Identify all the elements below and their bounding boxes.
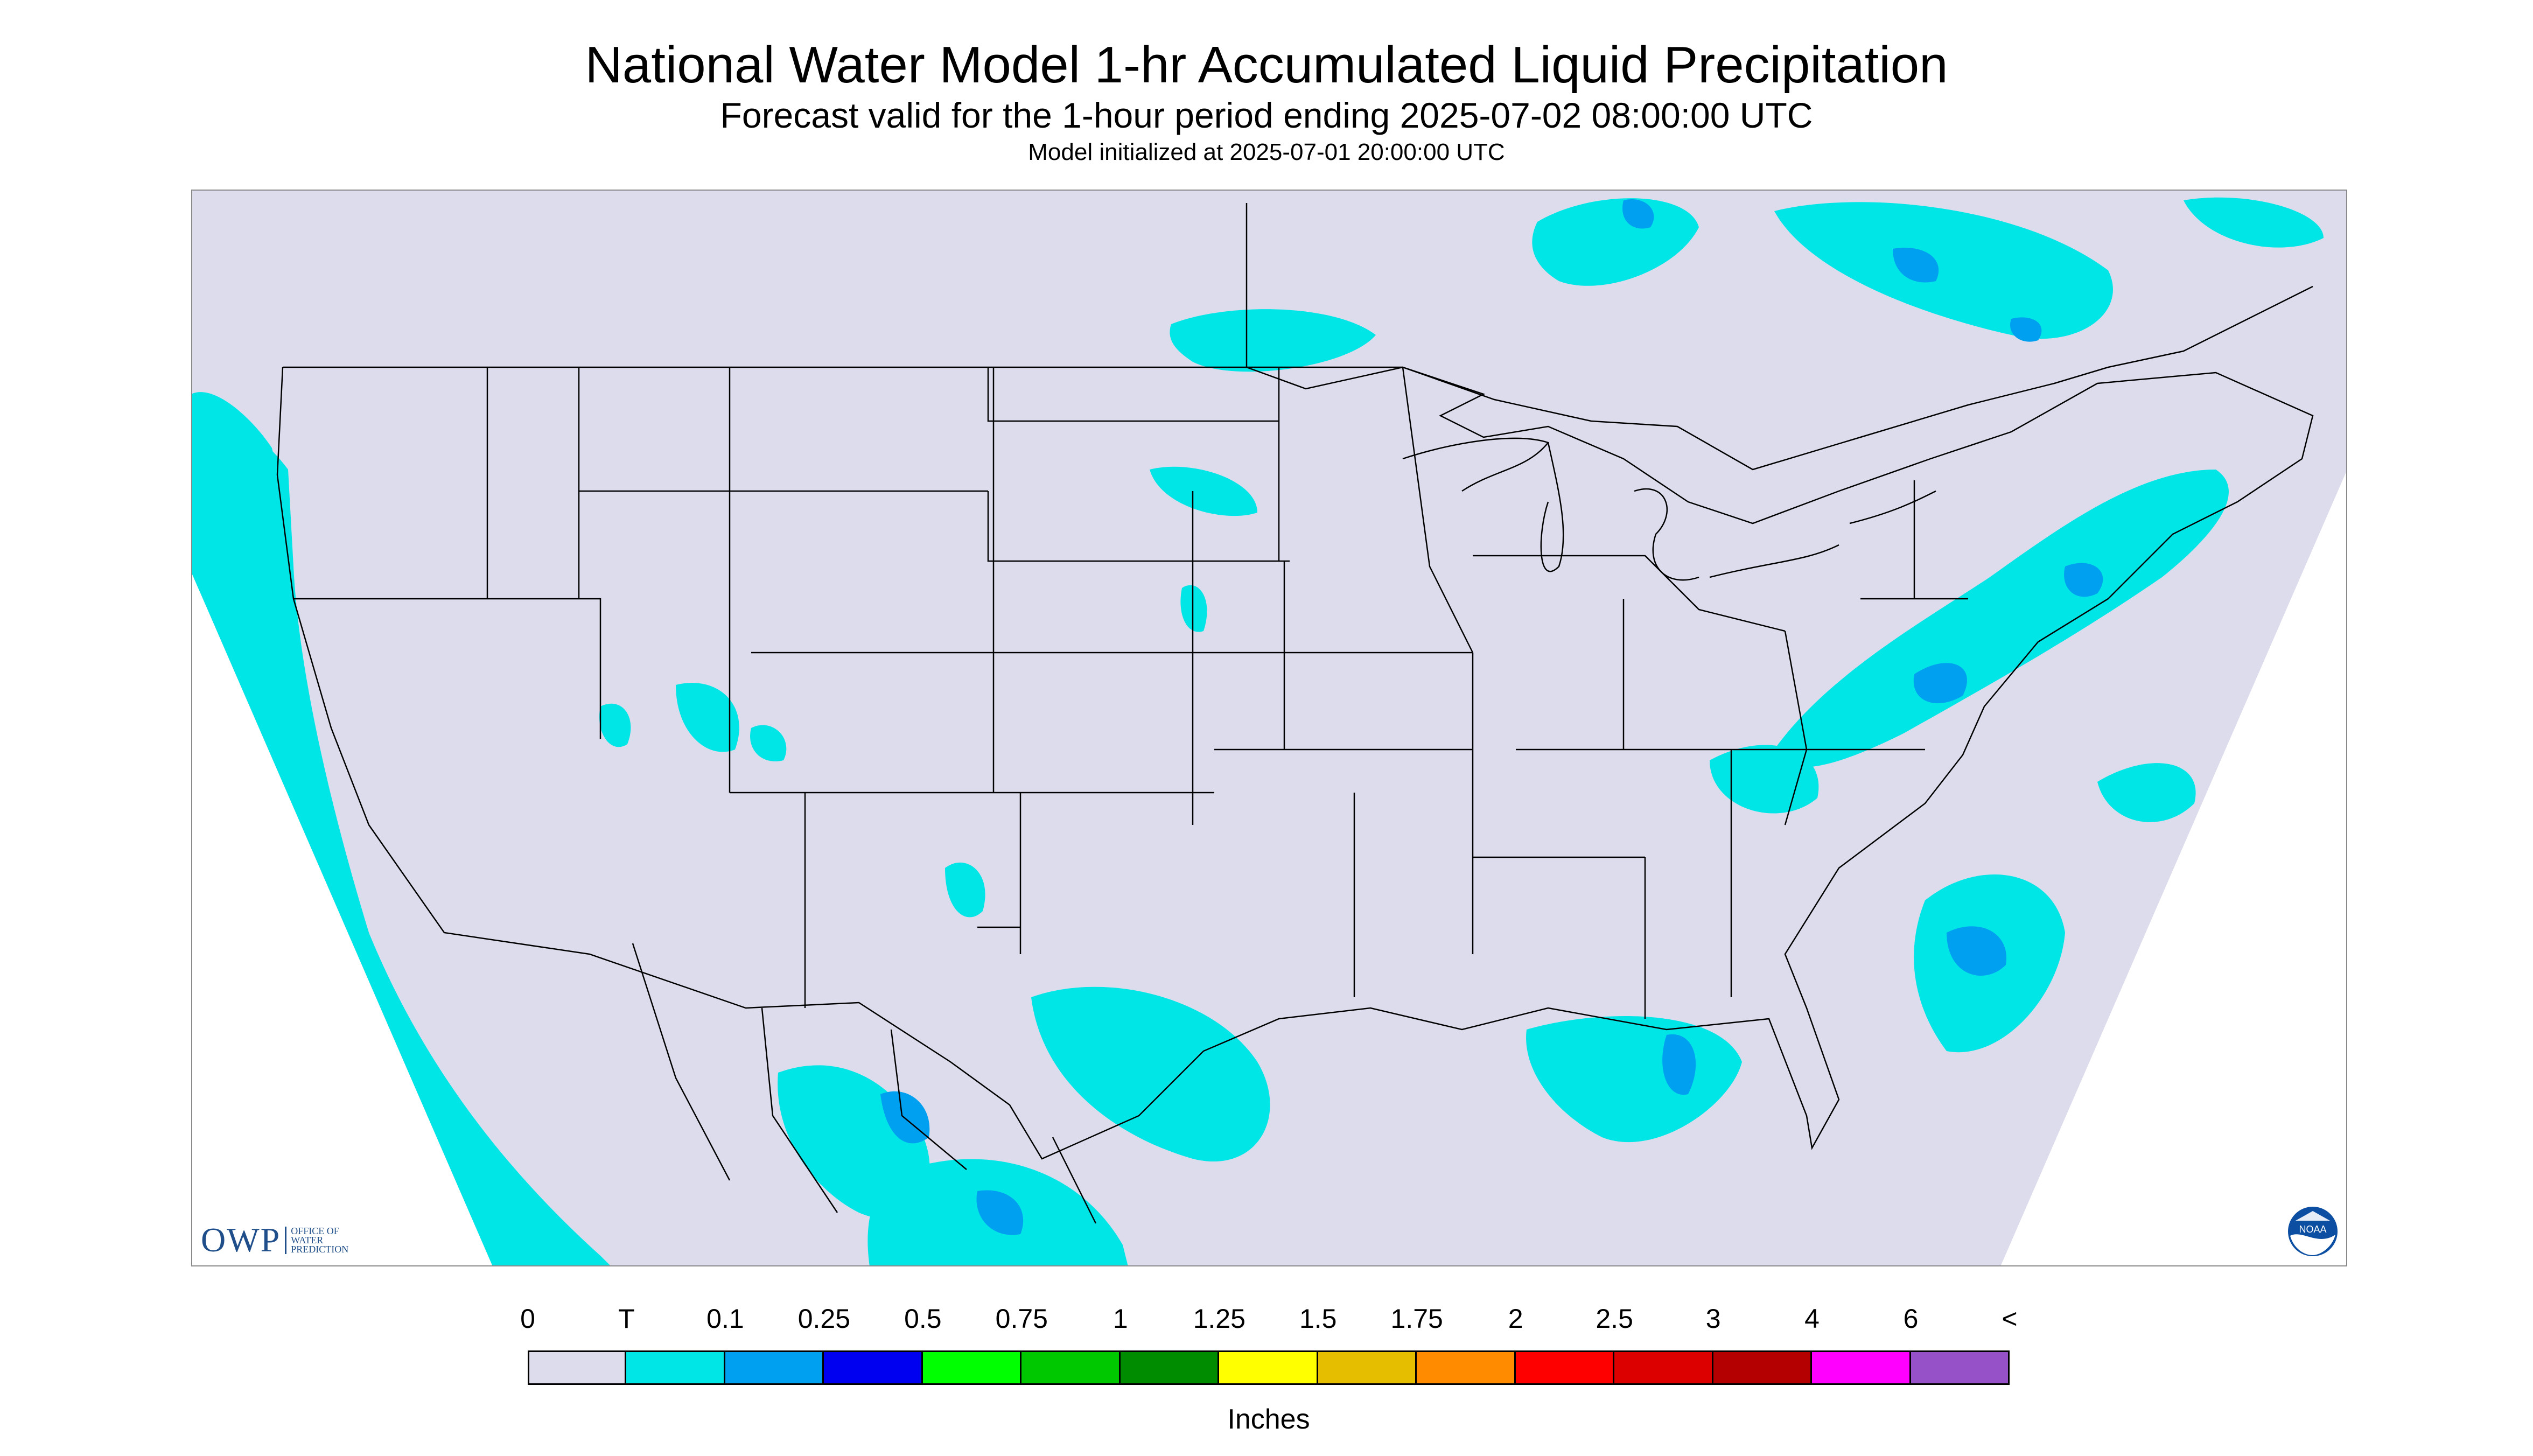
owp-name: OFFICE OF WATER PREDICTION xyxy=(285,1225,349,1255)
legend-color-bin xyxy=(1911,1350,2010,1385)
model-init-line: Model initialized at 2025-07-01 20:00:00… xyxy=(1028,139,1505,165)
conus-outline xyxy=(276,203,2314,1160)
precip-nebraska xyxy=(1180,585,1207,632)
owp-name-line: PREDICTION xyxy=(291,1243,349,1255)
precip-quebec xyxy=(1774,202,2113,339)
owp-logo: OWP OFFICE OF WATER PREDICTION xyxy=(201,1220,348,1260)
precip-north-dakota xyxy=(1150,466,1257,516)
owp-name-line: OFFICE OF xyxy=(291,1225,339,1236)
noaa-text: NOAA xyxy=(2299,1224,2326,1235)
legend-tick-label: 1.5 xyxy=(1299,1304,1337,1334)
legend-tick-label: 0.25 xyxy=(797,1304,851,1334)
precip-mid-atlantic-band xyxy=(1774,470,2229,767)
legend-tick-label: 4 xyxy=(1804,1304,1820,1334)
legend-tick-label: 2.5 xyxy=(1596,1304,1633,1334)
legend-color-bin xyxy=(824,1350,923,1385)
legend-color-bin xyxy=(725,1350,824,1385)
legend-color-bin xyxy=(1812,1350,1911,1385)
legend-tick-label: 2 xyxy=(1508,1304,1523,1334)
precip-atlantic-east xyxy=(2097,763,2196,822)
legend-tick-label: 1.25 xyxy=(1193,1304,1245,1334)
legend-tick-label: 0 xyxy=(520,1304,535,1334)
color-legend: 0 T 0.1 0.25 0.5 0.75 1 1.25 1.5 1.75 2 2.5 3 4 6 < Inc… xyxy=(520,1303,2018,1443)
precip-pacific-northwest xyxy=(191,392,276,599)
great-lakes xyxy=(1402,437,1936,581)
mexico-state-lines xyxy=(632,943,1097,1224)
legend-color-bin xyxy=(922,1350,1022,1385)
boundaries xyxy=(276,203,2314,1224)
state-lines-central xyxy=(987,367,1646,1019)
precip-south-texas xyxy=(1031,986,1270,1162)
precip-lake-superior-area xyxy=(1170,309,1376,372)
precip-pacific-coast xyxy=(191,419,611,1266)
legend-color-bin xyxy=(1417,1350,1516,1385)
legend-color-bin xyxy=(1021,1350,1121,1385)
legend-color-bin xyxy=(1219,1350,1318,1385)
legend-tick-label: 1.75 xyxy=(1390,1304,1443,1334)
owp-abbrev: OWP xyxy=(201,1221,281,1259)
legend-color-bin xyxy=(1713,1350,1813,1385)
precip-far-northeast xyxy=(2184,197,2324,248)
legend-tick-label: 0.5 xyxy=(904,1304,942,1334)
legend-tick-label: 0.1 xyxy=(706,1304,744,1334)
precip-ontario-north xyxy=(1532,198,1699,286)
canada-us-border xyxy=(283,285,2313,471)
state-lines-west xyxy=(293,367,1214,1008)
legend-tick-label: 6 xyxy=(1903,1304,1919,1334)
owp-name-line: WATER xyxy=(291,1234,324,1245)
forecast-valid-subtitle: Forecast valid for the 1-hour period end… xyxy=(720,95,1813,135)
legend-color-bin xyxy=(1120,1350,1220,1385)
precip-new-mexico xyxy=(945,862,985,918)
legend-tick-label: 3 xyxy=(1705,1304,1721,1334)
map-title: National Water Model 1-hr Accumulated Li… xyxy=(585,36,1948,94)
legend-units: Inches xyxy=(1227,1404,1310,1435)
precip-northern-gulf-heavy xyxy=(1662,1034,1696,1095)
precip-western-atlantic-heavy xyxy=(1947,926,2007,976)
legend-tick-label: < xyxy=(2002,1304,2018,1334)
legend-color-bin xyxy=(528,1350,627,1385)
legend-color-bin xyxy=(626,1350,725,1385)
precipitation-map: NOAA OWP OFFICE OF WATER PREDICTION xyxy=(191,190,2347,1266)
legend-color-bin xyxy=(1515,1350,1615,1385)
precip-great-basin xyxy=(599,683,787,761)
legend-tick-label: T xyxy=(618,1304,635,1334)
legend-color-bin xyxy=(1614,1350,1713,1385)
noaa-logo: NOAA xyxy=(2288,1207,2338,1256)
precip-quebec-heavy xyxy=(1893,248,2042,342)
legend-tick-label: 1 xyxy=(1112,1304,1128,1334)
map-frame xyxy=(191,190,2347,1266)
precip-mid-atlantic-heavy xyxy=(1913,563,2103,704)
state-lines-east xyxy=(1402,367,1968,997)
legend-color-bin xyxy=(1318,1350,1417,1385)
precip-ontario-north-heavy xyxy=(1622,199,1654,229)
precip-layer xyxy=(191,197,2324,1266)
legend-tick-label: 0.75 xyxy=(995,1304,1048,1334)
